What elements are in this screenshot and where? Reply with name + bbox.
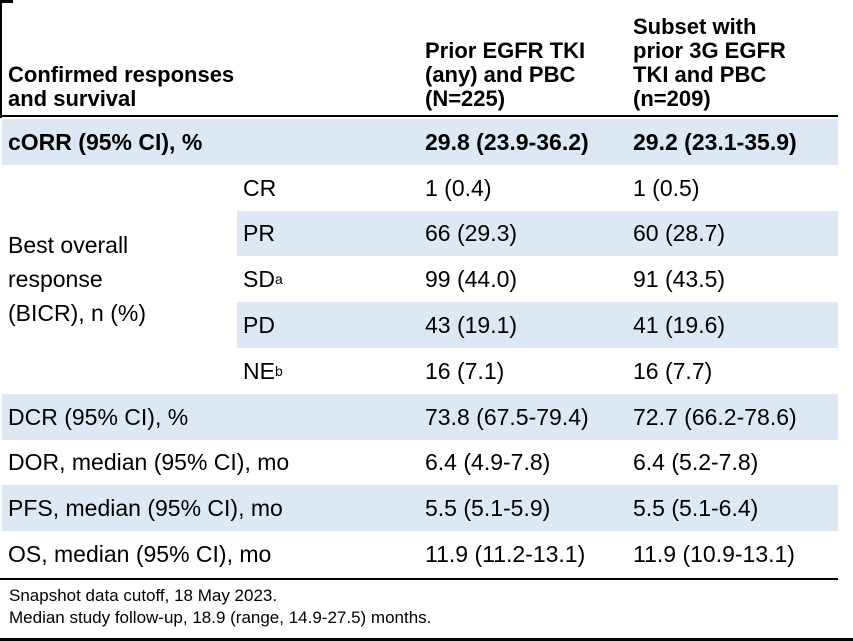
dor-value-col2: 6.4 (5.2-7.8) (633, 449, 759, 476)
ne-value-col1: 16 (7.1) (425, 357, 505, 384)
row-label-dor: DOR, median (95% CI), mo (8, 449, 290, 476)
row-label-pfs: PFS, median (95% CI), mo (2, 485, 419, 532)
sub-row-label-ne: NE b (243, 357, 283, 384)
row-label-corr: cORR (95% CI), % (2, 119, 419, 165)
results-table: cORR (95% CI), % 29.8 (23.9-36.2) 29.2 (… (2, 119, 838, 577)
sub-label-text: CR (243, 174, 277, 201)
table-title: Confirmed responses and survival (8, 62, 235, 111)
sub-label-text: NE (243, 357, 275, 384)
row-label-dcr: DCR (95% CI), % (2, 393, 419, 440)
image-bottom-border (0, 638, 853, 641)
pfs-value-col2: 5.5 (5.1-6.4) (627, 485, 838, 532)
cr-value-col1: 1 (0.4) (425, 174, 492, 201)
row-label-os: OS, median (95% CI), mo (8, 541, 272, 568)
cr-value-col2: 1 (0.5) (633, 174, 700, 201)
row-label-best-overall-response: Best overall response (BICR), n (%) (8, 232, 146, 327)
left-border-artifact (0, 0, 2, 118)
header-divider (0, 115, 838, 117)
sd-value-col1: 99 (44.0) (425, 266, 518, 293)
pfs-value-col1: 5.5 (5.1-5.9) (419, 485, 627, 532)
sub-row-label-cr: CR (237, 165, 419, 211)
pd-value-col2: 41 (19.6) (627, 302, 838, 348)
pr-value-col1: 66 (29.3) (419, 210, 627, 257)
pd-value-col1: 43 (19.1) (419, 302, 627, 348)
table-header-row: Confirmed responses and survival Prior E… (2, 0, 838, 117)
os-value-col2: 11.9 (10.9-13.1) (633, 541, 795, 568)
sub-row-label-sd: SD a (243, 266, 283, 293)
footnote-data-cutoff: Snapshot data cutoff, 18 May 2023. (9, 586, 278, 605)
pr-value-col2: 60 (28.7) (627, 210, 838, 257)
os-value-col1: 11.9 (11.2-13.1) (425, 541, 586, 568)
column-header-subset-3g-egfr: Subset with prior 3G EGFR TKI and PBC (n… (633, 14, 786, 111)
sub-label-text: SD (243, 266, 275, 293)
column-header-prior-egfr-tki: Prior EGFR TKI (any) and PBC (N=225) (425, 38, 586, 111)
dcr-value-col1: 73.8 (67.5-79.4) (419, 393, 627, 440)
sub-row-label-pr: PR (237, 210, 419, 257)
dcr-value-col2: 72.7 (66.2-78.6) (627, 393, 838, 440)
sub-label-text: PR (243, 220, 275, 247)
sub-label-text: PD (243, 312, 275, 339)
top-left-border-artifact (0, 0, 13, 3)
table-footer-divider (0, 578, 838, 580)
corr-value-col2: 29.2 (23.1-35.9) (627, 119, 838, 165)
dor-value-col1: 6.4 (4.9-7.8) (425, 449, 551, 476)
sd-value-col2: 91 (43.5) (633, 266, 726, 293)
footnote-follow-up: Median study follow-up, 18.9 (range, 14.… (9, 608, 432, 627)
corr-value-col1: 29.8 (23.9-36.2) (419, 119, 627, 165)
sub-row-label-pd: PD (237, 302, 419, 348)
footnotes: Snapshot data cutoff, 18 May 2023. Media… (9, 585, 431, 629)
ne-value-col2: 16 (7.7) (633, 357, 713, 384)
